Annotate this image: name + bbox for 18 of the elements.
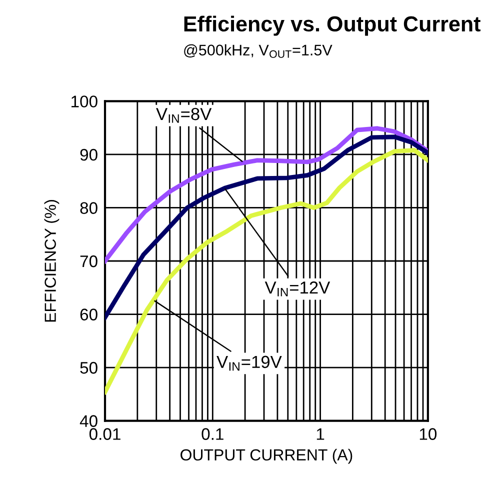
y-tick-label: 70: [80, 255, 98, 268]
y-tick-label: 100: [72, 96, 98, 108]
x-tick-label: 1: [316, 428, 324, 440]
chart-title: Efficiency vs. Output Current: [184, 16, 480, 36]
y-tick-label: 90: [80, 148, 98, 161]
chart-subtitle: @500kHz, V$_{OUT}$=1.5V: [184, 44, 332, 58]
x-tick-label: 0.1: [202, 428, 224, 440]
y-tick-label: 40: [80, 415, 98, 427]
y-tick-label: 60: [80, 308, 98, 320]
annotation: V$_{IN}$=19V: [216, 356, 282, 371]
y-tick-label: 80: [80, 202, 98, 214]
y-axis-title: EFFICIENCY (%): [44, 200, 60, 322]
x-tick-label: 10: [420, 428, 437, 440]
y-tick-label: 50: [80, 362, 98, 374]
x-axis-title: OUTPUT CURRENT (A): [180, 448, 352, 464]
annotation: V$_{IN}$=12V: [264, 281, 330, 296]
x-tick-label: 0.01: [89, 428, 120, 440]
annotation: V$_{IN}$=8V: [156, 108, 212, 123]
